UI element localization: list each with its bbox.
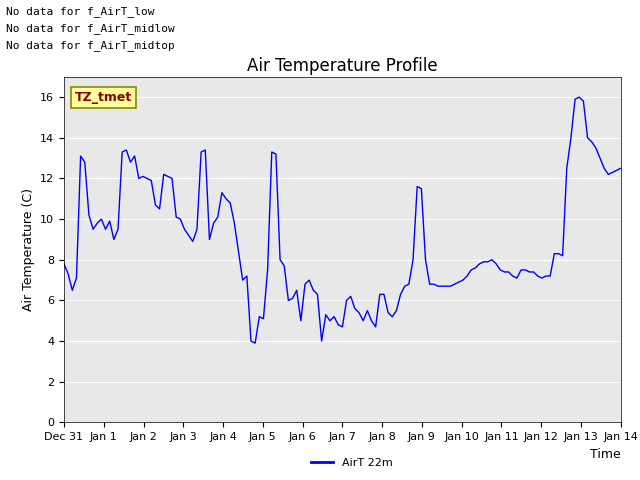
Title: Air Temperature Profile: Air Temperature Profile	[247, 57, 438, 75]
Text: No data for f_AirT_midtop: No data for f_AirT_midtop	[6, 40, 175, 51]
Text: TZ_tmet: TZ_tmet	[75, 91, 132, 104]
Legend: AirT 22m: AirT 22m	[307, 453, 397, 472]
X-axis label: Time: Time	[590, 448, 621, 461]
Y-axis label: Air Temperature (C): Air Temperature (C)	[22, 188, 35, 311]
Text: No data for f_AirT_low: No data for f_AirT_low	[6, 6, 155, 17]
Text: No data for f_AirT_midlow: No data for f_AirT_midlow	[6, 23, 175, 34]
